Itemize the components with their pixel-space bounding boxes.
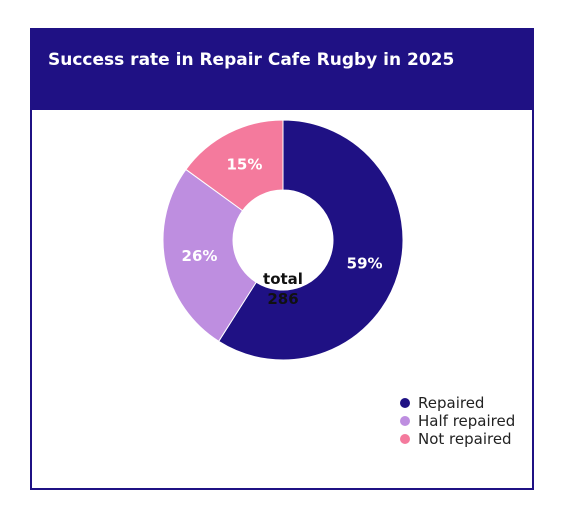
legend-swatch (400, 398, 410, 408)
legend-label: Not repaired (418, 430, 512, 448)
slice-repaired (218, 119, 404, 361)
chart-title: Success rate in Repair Cafe Rugby in 202… (48, 50, 455, 70)
legend-label: Half repaired (418, 412, 516, 430)
chart-legend: Repaired Half repaired Not repaired (400, 394, 515, 448)
legend-swatch (400, 434, 410, 444)
legend-label: Repaired (418, 394, 485, 412)
legend-item: Not repaired (400, 430, 515, 448)
legend-item: Half repaired (400, 412, 515, 430)
chart-header: Success rate in Repair Cafe Rugby in 202… (32, 30, 532, 110)
slice-label-not-repaired: 15% (226, 155, 262, 173)
slice-not-repaired (185, 119, 284, 212)
chart-card: Success rate in Repair Cafe Rugby in 202… (30, 28, 534, 490)
center-total: 286 (267, 290, 298, 308)
slice-label-repaired: 59% (347, 255, 383, 273)
legend-swatch (400, 416, 410, 426)
slice-half-repaired (162, 168, 257, 343)
donut-slices (162, 119, 404, 361)
donut-slice-labels: 59% 26% 15% (182, 155, 383, 272)
donut-chart: 59% 26% 15% total 286 (162, 119, 404, 361)
center-label: total (263, 270, 303, 288)
legend-item: Repaired (400, 394, 515, 412)
slice-label-half-repaired: 26% (182, 247, 218, 265)
